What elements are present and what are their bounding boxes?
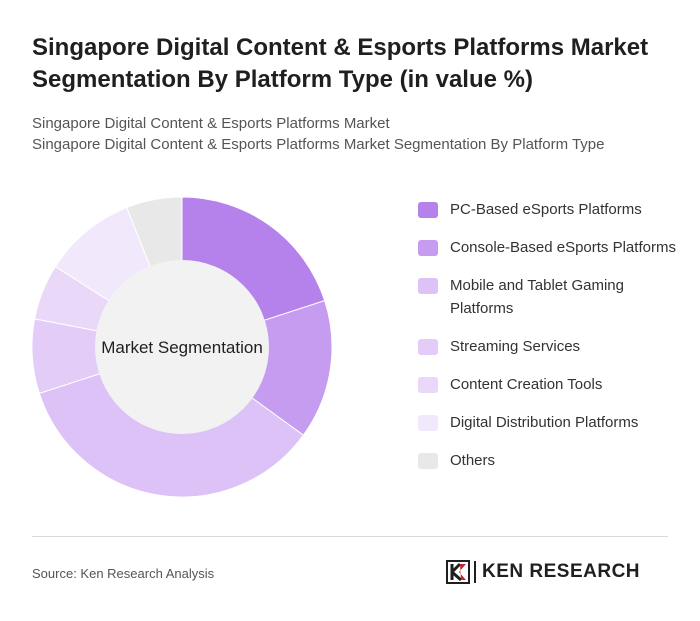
- legend-swatch: [418, 240, 438, 256]
- legend-item: Others: [418, 449, 678, 472]
- subtitle-line-2: Singapore Digital Content & Esports Plat…: [32, 136, 605, 153]
- ken-research-logo-mark: [446, 560, 470, 584]
- source-note: Source: Ken Research Analysis: [32, 566, 215, 581]
- legend-item: Streaming Services: [418, 335, 678, 358]
- legend-label: Content Creation Tools: [450, 376, 603, 393]
- footer-divider: [32, 536, 668, 537]
- legend-label: PC-Based eSports Platforms: [450, 201, 642, 218]
- legend-item: Mobile and Tablet Gaming Platforms: [418, 274, 678, 320]
- legend-swatch: [418, 278, 438, 294]
- chart-subtitle: Singapore Digital Content & Esports Plat…: [32, 113, 682, 155]
- legend-label: Console-Based eSports Platforms: [450, 239, 676, 256]
- legend-item: Content Creation Tools: [418, 373, 678, 396]
- chart-title: Singapore Digital Content & Esports Plat…: [32, 34, 649, 93]
- legend-item: PC-Based eSports Platforms: [418, 198, 678, 221]
- legend-label: Mobile and Tablet Gaming Platforms: [450, 277, 624, 317]
- subtitle-line-1: Singapore Digital Content & Esports Plat…: [32, 115, 390, 132]
- legend-item: Console-Based eSports Platforms: [418, 236, 678, 259]
- legend-item: Digital Distribution Platforms: [418, 411, 678, 434]
- legend-label: Others: [450, 452, 496, 469]
- ken-research-logo: KEN RESEARCH: [446, 560, 640, 584]
- legend-swatch: [418, 339, 438, 355]
- chart-legend: PC-Based eSports Platforms Console-Based …: [418, 198, 678, 487]
- legend-swatch: [418, 202, 438, 218]
- legend-label: Streaming Services: [450, 338, 581, 355]
- donut-chart: Market Segmentation: [31, 196, 333, 498]
- donut-center: [95, 260, 269, 434]
- legend-swatch: [418, 377, 438, 393]
- legend-swatch: [418, 415, 438, 431]
- logo-text: KEN RESEARCH: [482, 561, 641, 582]
- logo-separator: [474, 561, 476, 583]
- center-label: Market Segmentation: [101, 338, 263, 357]
- legend-label: Digital Distribution Platforms: [450, 414, 639, 431]
- legend-swatch: [418, 453, 438, 469]
